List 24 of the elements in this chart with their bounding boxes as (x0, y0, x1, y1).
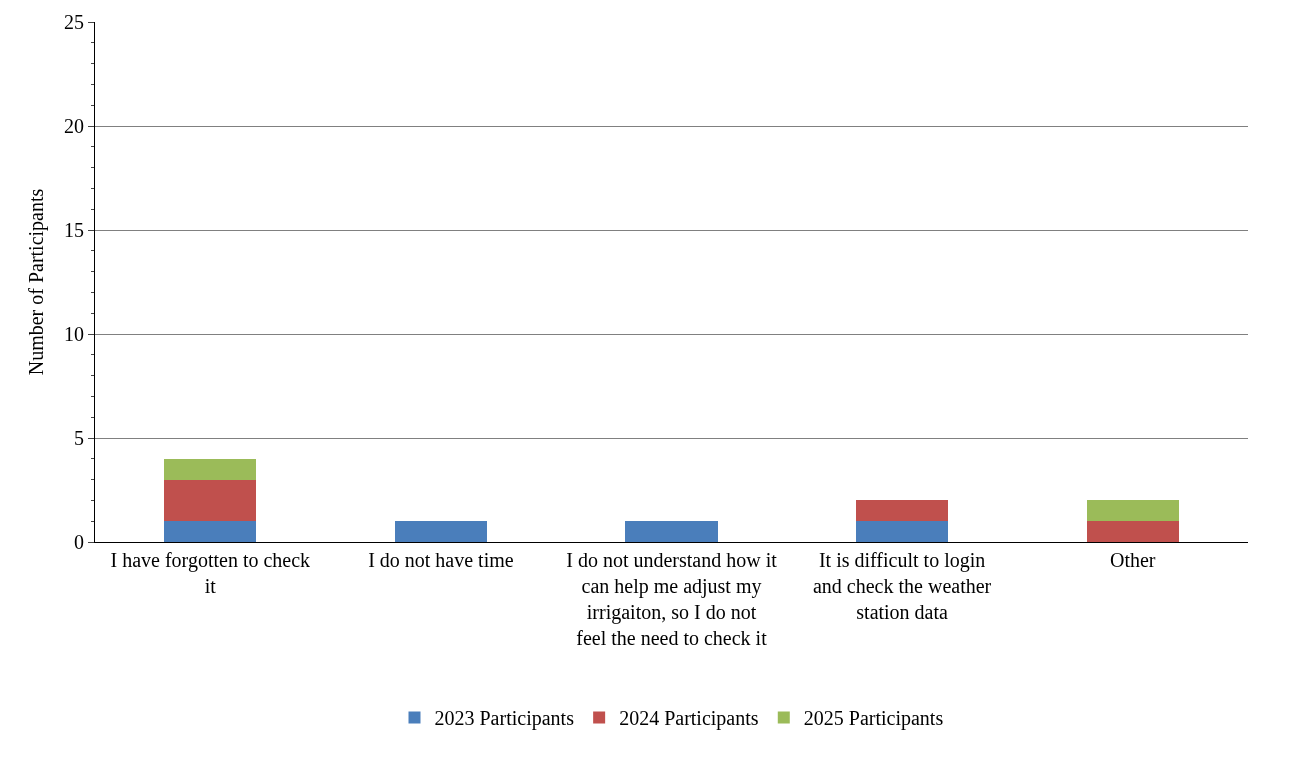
y-tick-label: 0 (74, 531, 84, 553)
y-tick-label: 5 (74, 427, 84, 449)
y-tick-label: 15 (64, 219, 84, 241)
bar (164, 521, 257, 542)
legend-label: 2023 Participants (434, 707, 575, 731)
legend-label: 2024 Participants (619, 707, 759, 731)
bar (625, 521, 718, 542)
x-tick-label: It is difficult to login and check the weather station data (812, 549, 992, 623)
y-axis-title: Number of Participants (24, 188, 48, 376)
y-tick-label: 20 (64, 115, 84, 137)
bar (1086, 500, 1179, 522)
bar (855, 500, 949, 522)
y-tick-label: 10 (64, 323, 84, 345)
bar (164, 458, 257, 480)
bar (394, 521, 488, 542)
bar (164, 479, 257, 522)
y-tick-label: 25 (64, 11, 84, 33)
x-tick-label: I do not understand how it can help me adjust my irrigaiton, so I do not feel the need to check it (566, 549, 778, 649)
bar (855, 521, 949, 542)
bar (1086, 521, 1179, 542)
x-tick-label: Other (1109, 549, 1156, 571)
x-tick-label: I do not have time (368, 549, 514, 571)
legend-label: 2025 Participants (803, 707, 944, 731)
x-tick-label: I have forgotten to check it (110, 549, 311, 597)
